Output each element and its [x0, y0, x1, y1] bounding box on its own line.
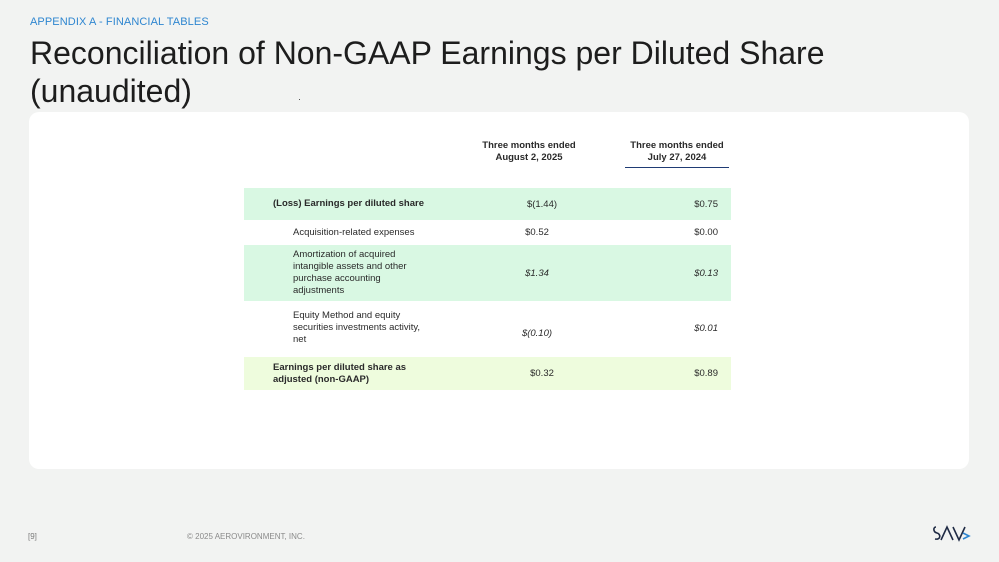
- stray-dot: [299, 99, 300, 100]
- row-value-2025: $0.52: [525, 227, 549, 238]
- row-value-2024: $0.01: [694, 322, 718, 334]
- row-value-2025: $0.32: [530, 368, 554, 379]
- row-label: Acquisition-related expenses: [293, 226, 415, 238]
- row-value-2024: $0.75: [694, 198, 718, 210]
- page-title: Reconciliation of Non-GAAP Earnings per …: [30, 35, 825, 109]
- column-header-2025: Three months ended August 2, 2025: [482, 140, 576, 163]
- table-row: Equity Method and equity securities inve…: [244, 301, 731, 355]
- row-value-2024: $0.13: [694, 267, 718, 279]
- table-row: Acquisition-related expenses $0.52 $0.00: [244, 220, 731, 245]
- row-label: Equity Method and equity securities inve…: [293, 310, 421, 345]
- column-header-2024: Three months ended July 27, 2024: [625, 140, 729, 168]
- row-label: Amortization of acquired intangible asse…: [293, 249, 407, 296]
- company-logo: [933, 525, 971, 542]
- table-row: Amortization of acquired intangible asse…: [244, 245, 731, 301]
- reconciliation-table: (Loss) Earnings per diluted share $(1.44…: [244, 188, 731, 390]
- table-card: Three months ended August 2, 2025 Three …: [29, 112, 969, 469]
- row-value-2025: $(0.10): [521, 327, 553, 339]
- row-label: Earnings per diluted share as adjusted (…: [273, 361, 407, 385]
- table-row-total: Earnings per diluted share as adjusted (…: [244, 357, 731, 390]
- row-value-2025: $(1.44): [526, 198, 558, 210]
- row-label: (Loss) Earnings per diluted share: [273, 198, 424, 209]
- section-label: APPENDIX A - FINANCIAL TABLES: [30, 16, 209, 28]
- table-row: (Loss) Earnings per diluted share $(1.44…: [244, 188, 731, 220]
- row-value-2025: $1.34: [525, 267, 549, 279]
- row-value-2024: $0.00: [694, 227, 718, 238]
- page-number: [9]: [28, 532, 37, 541]
- row-value-2024: $0.89: [694, 368, 718, 379]
- copyright: © 2025 AEROVIRONMENT, INC.: [187, 532, 305, 541]
